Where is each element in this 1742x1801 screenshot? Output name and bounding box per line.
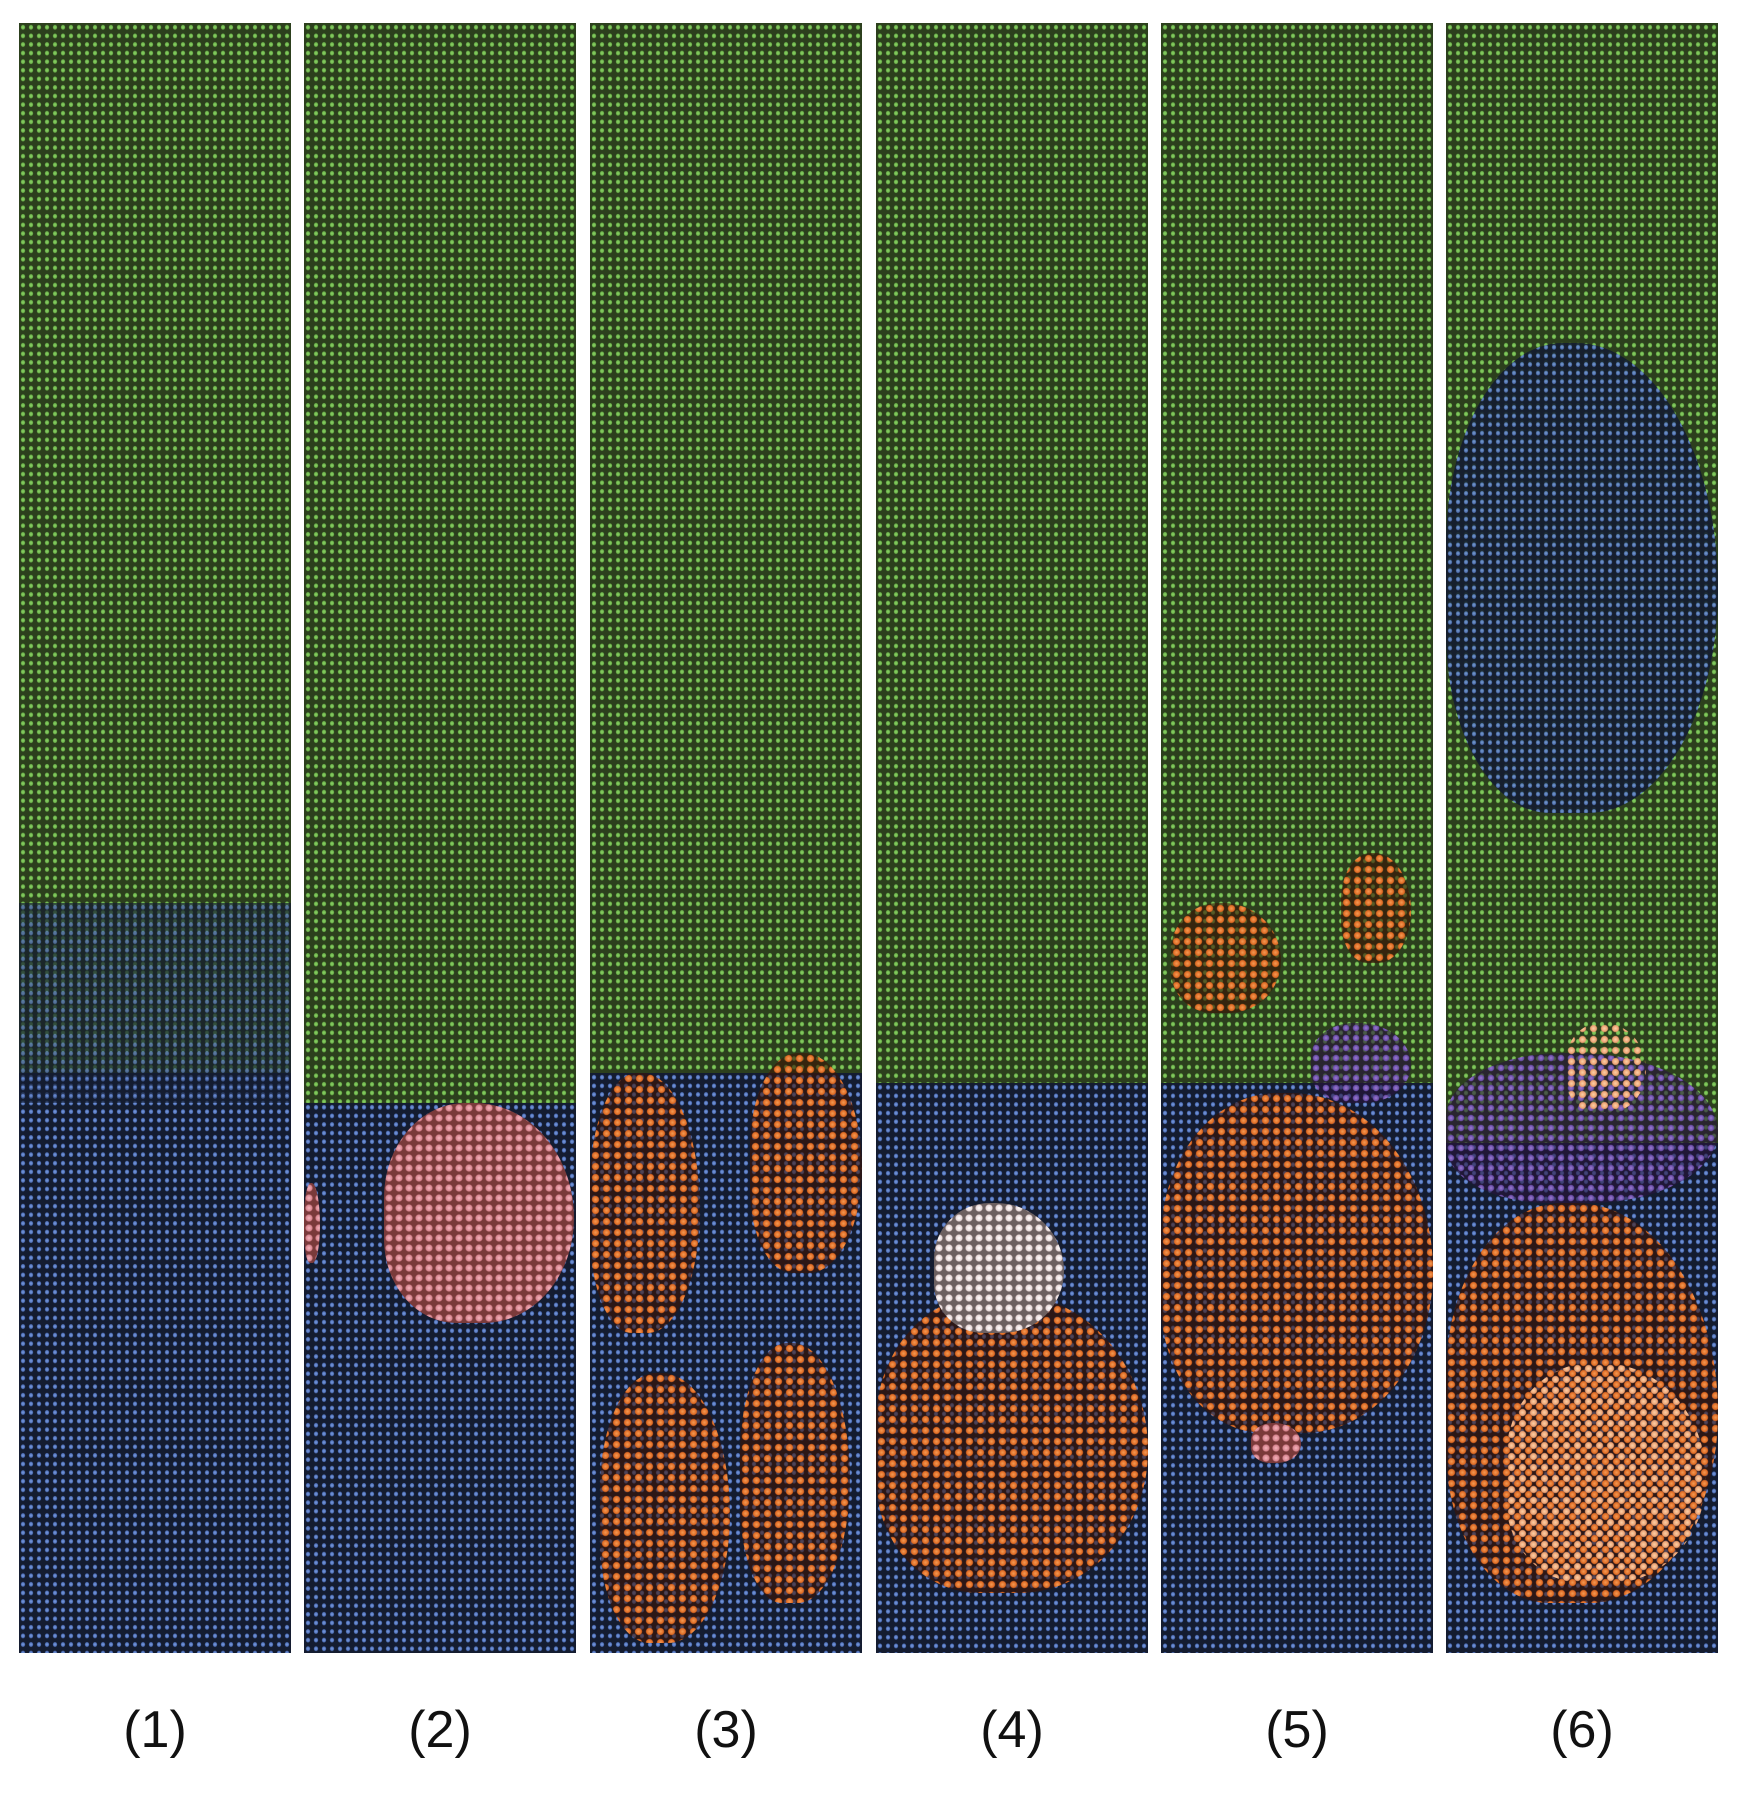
simulation-panel-4 [876, 23, 1148, 1653]
green-atom-region [19, 23, 291, 1073]
panel-label-1: (1) [123, 1701, 187, 1759]
orange-cluster [1161, 1093, 1433, 1433]
simulation-panel-1 [19, 23, 291, 1653]
green-atom-region [876, 23, 1148, 1083]
blue-atom-region [19, 1073, 291, 1653]
pink-cluster [1251, 1423, 1301, 1463]
orange-cluster [590, 1073, 700, 1333]
panel-label-4: (4) [980, 1701, 1044, 1759]
pink-cluster [384, 1103, 574, 1323]
white-cluster [934, 1203, 1064, 1333]
interface-mixing [19, 903, 291, 1103]
panel-label-3: (3) [694, 1701, 758, 1759]
peach-cluster [1566, 1023, 1646, 1113]
green-atom-region [304, 23, 576, 1103]
orange-cluster [1341, 853, 1411, 963]
pink-cluster-edge [304, 1183, 320, 1263]
orange-cluster [740, 1343, 850, 1603]
orange-cluster [1171, 903, 1281, 1013]
purple-cluster [1311, 1023, 1411, 1103]
green-atom-region [590, 23, 862, 1073]
simulation-panel-2 [304, 23, 576, 1653]
simulation-panel-5 [1161, 23, 1433, 1653]
simulation-panel-6 [1446, 23, 1718, 1653]
orange-cluster [876, 1293, 1148, 1593]
orange-cluster [750, 1053, 862, 1273]
blue-scattered-region [1446, 343, 1718, 813]
simulation-panel-3 [590, 23, 862, 1653]
panel-label-5: (5) [1265, 1701, 1329, 1759]
panel-label-6: (6) [1550, 1701, 1614, 1759]
orange-cluster [600, 1373, 730, 1643]
panel-label-2: (2) [408, 1701, 472, 1759]
peach-cluster [1506, 1363, 1706, 1583]
